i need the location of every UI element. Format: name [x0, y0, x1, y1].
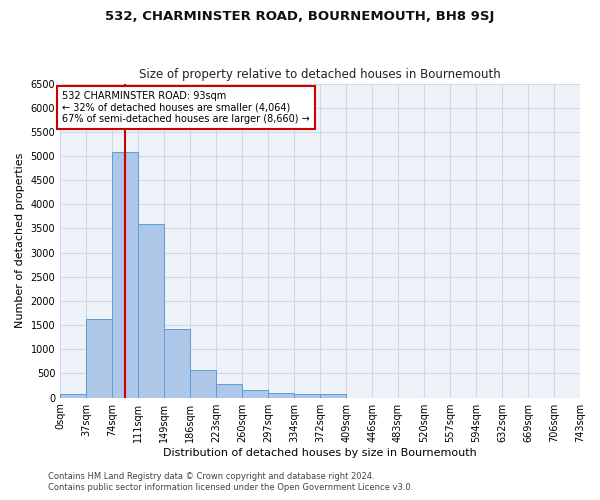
Bar [164, 329, 190, 398]
Bar [242, 390, 268, 398]
Bar [112, 152, 138, 398]
Bar [190, 370, 216, 398]
Y-axis label: Number of detached properties: Number of detached properties [15, 153, 25, 328]
Bar [294, 394, 320, 398]
Title: Size of property relative to detached houses in Bournemouth: Size of property relative to detached ho… [139, 68, 501, 81]
Bar [60, 394, 86, 398]
Bar [320, 394, 346, 398]
Bar [86, 319, 112, 398]
Bar [268, 393, 294, 398]
Bar [138, 224, 164, 398]
Text: 532 CHARMINSTER ROAD: 93sqm
← 32% of detached houses are smaller (4,064)
67% of : 532 CHARMINSTER ROAD: 93sqm ← 32% of det… [62, 91, 310, 124]
Text: 532, CHARMINSTER ROAD, BOURNEMOUTH, BH8 9SJ: 532, CHARMINSTER ROAD, BOURNEMOUTH, BH8 … [106, 10, 494, 23]
Text: Contains HM Land Registry data © Crown copyright and database right 2024.
Contai: Contains HM Land Registry data © Crown c… [48, 472, 413, 492]
X-axis label: Distribution of detached houses by size in Bournemouth: Distribution of detached houses by size … [163, 448, 477, 458]
Bar [216, 384, 242, 398]
